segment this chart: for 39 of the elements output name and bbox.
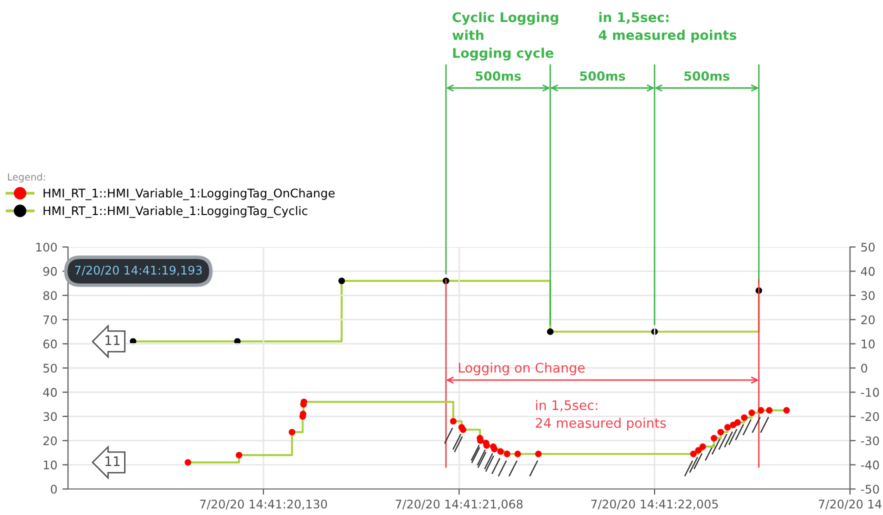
- y2-tick-label: 10: [862, 340, 875, 348]
- y-tick-label: 100: [36, 242, 57, 252]
- y2-tick-label: -50: [860, 484, 879, 494]
- legend-title: Legend:: [8, 173, 45, 182]
- y-tick-label: 40: [43, 388, 57, 397]
- y2-tick-label: 0: [861, 364, 868, 373]
- y-tick-label: 60: [43, 340, 57, 348]
- y-tick-label: 10: [44, 460, 57, 470]
- y2-tick-label: -30: [860, 436, 879, 446]
- y2-tick-label: -20: [860, 412, 879, 422]
- y2-tick-label: 50: [861, 242, 875, 252]
- x-tick-label: 7/20/20 14:41:20,130: [200, 500, 327, 510]
- x-tick-label: 7/20/20 14:41:22,005: [591, 500, 718, 510]
- annotation: 7/20/20 14:41:19,193: [75, 266, 202, 276]
- y2-tick-label: 20: [861, 315, 875, 324]
- text: in 1,5sec: 4 measured points: [598, 12, 736, 43]
- annotation: 11: [106, 456, 120, 466]
- text: 500ms: [580, 71, 626, 81]
- y-tick-label: 30: [43, 412, 57, 422]
- y-tick-label: 20: [43, 436, 57, 446]
- y-tick-label: 0: [50, 484, 57, 494]
- y2-tick-label: -40: [860, 460, 879, 470]
- y-tick-label: 80: [43, 291, 57, 300]
- text: Cyclic Logging with Logging cycle: [452, 12, 558, 61]
- x-tick-label: 7/20/20 14:41:21,068: [396, 500, 523, 510]
- text: 500ms: [476, 71, 521, 81]
- y-tick-label: 70: [44, 315, 57, 324]
- legend-label: HMI_RT_1::HMI_Variable_1:LoggingTag_OnChange: [44, 188, 335, 200]
- annotation: 11: [106, 335, 120, 346]
- legend-label: HMI_RT_1::HMI_Variable_1:LoggingTag_Cyclic: [44, 206, 308, 218]
- y2-tick-label: 40: [860, 266, 875, 276]
- y2-tick-label: -10: [860, 388, 879, 397]
- text: 500ms: [684, 71, 730, 81]
- x-tick-label: 7/20/20 14: [818, 500, 882, 510]
- annotation: Logging on Change: [458, 362, 585, 376]
- annotation: in 1,5sec: 24 measured points: [536, 400, 666, 430]
- y-tick-label: 50: [43, 364, 57, 373]
- y-tick-label: 90: [43, 266, 57, 276]
- y2-tick-label: 30: [861, 291, 875, 300]
